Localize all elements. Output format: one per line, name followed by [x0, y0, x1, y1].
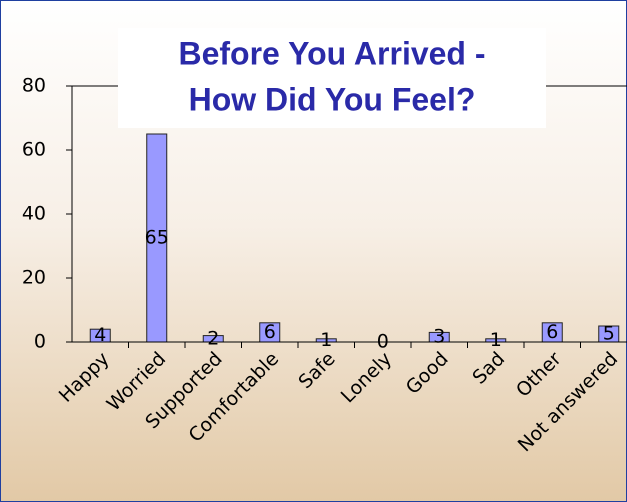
y-tick-label: 40: [22, 203, 46, 225]
value-label: 1: [320, 329, 332, 351]
y-tick-label: 60: [22, 139, 46, 161]
chart-title: How Did You Feel?: [189, 81, 476, 117]
title-box: [118, 28, 546, 128]
value-label: 3: [433, 326, 445, 348]
y-tick-label: 80: [22, 75, 46, 97]
value-label: 6: [546, 321, 558, 343]
value-label: 2: [207, 327, 219, 349]
value-label: 65: [145, 227, 169, 249]
value-label: 5: [603, 323, 615, 345]
value-label: 4: [94, 324, 106, 346]
y-tick-label: 20: [22, 267, 46, 289]
value-label: 0: [377, 331, 389, 353]
chart-title: Before You Arrived -: [178, 35, 485, 71]
value-label: 6: [264, 321, 276, 343]
y-tick-label: 0: [34, 331, 46, 353]
value-label: 1: [490, 329, 502, 351]
